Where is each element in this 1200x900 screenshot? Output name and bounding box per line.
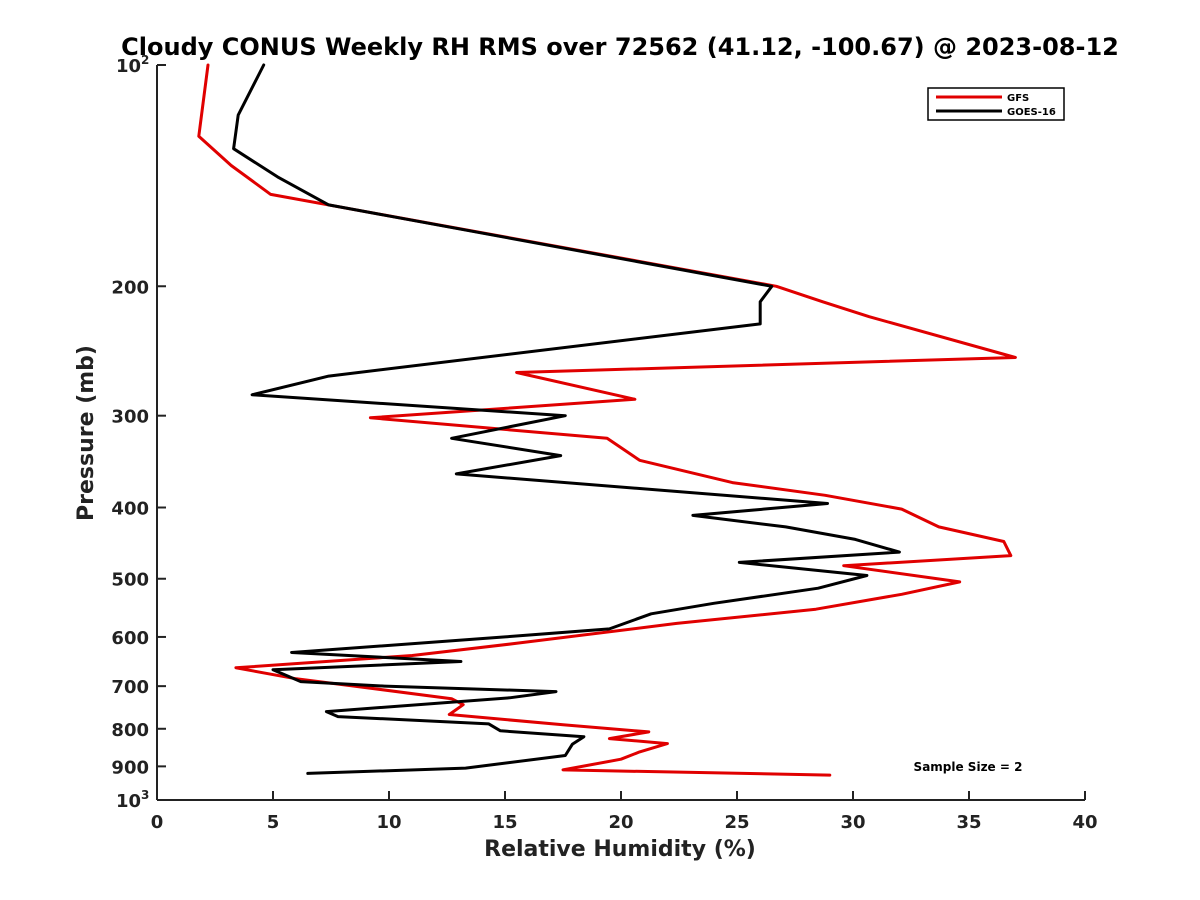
x-axis-label: Relative Humidity (%): [484, 837, 756, 862]
x-tick-label: 20: [608, 812, 633, 833]
x-tick-label: 35: [956, 812, 981, 833]
y-tick-label: 700: [111, 677, 149, 698]
y-tick-label: 10: [116, 56, 141, 77]
y-tick-label: 400: [111, 499, 149, 520]
y-axis-label: Pressure (mb): [74, 345, 99, 521]
x-tick-label: 10: [376, 812, 401, 833]
y-tick-exponent: 2: [141, 53, 149, 67]
x-tick-label: 25: [724, 812, 749, 833]
series-layer: [197, 63, 1017, 777]
y-tick-label: 800: [111, 720, 149, 741]
y-tick-label: 500: [111, 570, 149, 591]
legend-label-gfs: GFS: [1007, 93, 1029, 104]
legend-box: [927, 87, 1065, 121]
y-tick-label: 10: [116, 791, 141, 812]
legend-label-goes16: GOES-16: [1007, 107, 1056, 118]
series-line-goes16: [232, 63, 901, 775]
series-line-gfs: [197, 63, 1017, 777]
sample-size-annotation: Sample Size = 2: [914, 760, 1023, 774]
y-tick-exponent: 3: [141, 788, 149, 802]
x-tick-label: 5: [267, 812, 280, 833]
x-tick-label: 30: [840, 812, 865, 833]
y-tick-label: 300: [111, 407, 149, 428]
x-tick-label: 15: [492, 812, 517, 833]
y-tick-label: 200: [111, 277, 149, 298]
chart-title: Cloudy CONUS Weekly RH RMS over 72562 (4…: [121, 33, 1119, 61]
x-tick-label: 40: [1072, 812, 1097, 833]
x-tick-label: 0: [151, 812, 164, 833]
y-tick-label: 900: [111, 757, 149, 778]
y-tick-label: 600: [111, 628, 149, 649]
legend: GFS GOES-16: [927, 87, 1065, 121]
